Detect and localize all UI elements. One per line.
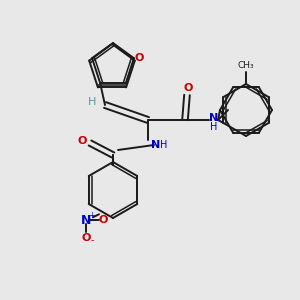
Text: H: H <box>160 140 168 150</box>
Text: +: + <box>88 211 95 220</box>
Text: O: O <box>77 136 87 146</box>
Text: O: O <box>98 215 108 225</box>
Text: H: H <box>88 97 96 107</box>
Text: N: N <box>81 214 91 227</box>
Text: -: - <box>90 235 94 245</box>
Text: O: O <box>134 53 144 63</box>
Text: N: N <box>152 140 160 150</box>
Text: CH₃: CH₃ <box>238 61 254 70</box>
Text: O: O <box>183 83 193 93</box>
Text: N: N <box>209 113 219 123</box>
Text: H: H <box>210 122 218 132</box>
Text: O: O <box>81 233 91 243</box>
